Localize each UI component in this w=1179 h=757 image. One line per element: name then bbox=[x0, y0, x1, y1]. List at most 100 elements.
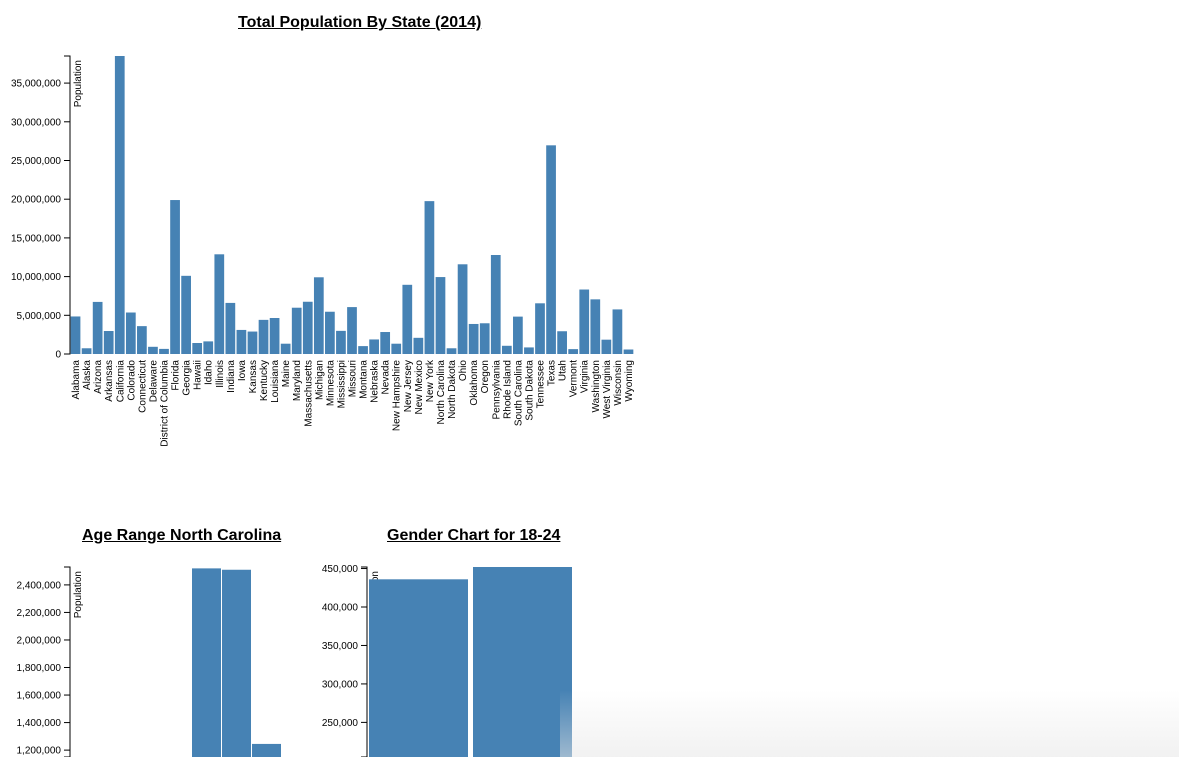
bar-florida bbox=[170, 200, 180, 354]
y-tick-label: 10,000,000 bbox=[11, 272, 61, 283]
bar-utah bbox=[557, 331, 567, 354]
x-tick-label: Wisconsin bbox=[613, 360, 624, 406]
bar-texas bbox=[546, 145, 556, 354]
x-tick-label: Maryland bbox=[292, 360, 303, 401]
y-tick-label: 1,800,000 bbox=[17, 663, 62, 674]
bar-pennsylvania bbox=[490, 255, 501, 354]
bar-virginia bbox=[579, 289, 590, 354]
bar-michigan bbox=[313, 277, 324, 354]
gender-bar bbox=[369, 579, 468, 757]
x-tick-label: New Jersey bbox=[403, 360, 414, 412]
bar-minnesota bbox=[325, 311, 335, 354]
bar-iowa bbox=[236, 329, 247, 354]
x-tick-label: New York bbox=[425, 359, 436, 402]
y-tick-label: 250,000 bbox=[322, 718, 359, 729]
x-tick-label: Montana bbox=[359, 360, 370, 399]
bar-hawaii bbox=[192, 343, 203, 354]
x-tick-label: Vermont bbox=[569, 360, 580, 397]
bar-connecticut bbox=[137, 326, 147, 354]
y-tick-label: 2,400,000 bbox=[17, 580, 62, 591]
x-tick-label: Pennsylvania bbox=[491, 360, 502, 420]
x-tick-label: Louisiana bbox=[270, 360, 281, 403]
y-tick-label: 35,000,000 bbox=[11, 79, 61, 90]
x-tick-label: Oregon bbox=[480, 360, 491, 393]
age-bar bbox=[222, 569, 251, 757]
y-axis-label: Population bbox=[73, 60, 84, 107]
x-tick-label: Georgia bbox=[182, 360, 193, 396]
y-tick-label: 20,000,000 bbox=[11, 195, 61, 206]
bar-washington bbox=[590, 299, 601, 354]
y-axis-label: Population bbox=[73, 571, 84, 618]
y-tick-label: 300,000 bbox=[322, 679, 359, 690]
bar-illinois bbox=[214, 254, 225, 354]
bar-nevada bbox=[380, 332, 391, 354]
bar-rhode-island bbox=[501, 345, 512, 354]
x-tick-label: Nebraska bbox=[370, 360, 381, 403]
x-tick-label: Texas bbox=[547, 360, 558, 386]
bar-kansas bbox=[247, 331, 258, 354]
chart-title-age-range: Age Range North Carolina bbox=[82, 527, 282, 544]
y-tick-label: 2,200,000 bbox=[17, 608, 62, 619]
bar-maryland bbox=[291, 307, 302, 354]
x-tick-label: Michigan bbox=[314, 360, 325, 400]
x-tick-label: Minnesota bbox=[325, 360, 336, 407]
x-tick-label: Colorado bbox=[126, 360, 137, 401]
bar-south-carolina bbox=[513, 316, 523, 354]
bar-indiana bbox=[225, 302, 236, 354]
y-tick-label: 25,000,000 bbox=[11, 156, 61, 167]
bar-wisconsin bbox=[612, 309, 623, 354]
x-tick-label: Massachusetts bbox=[303, 360, 314, 427]
x-tick-label: California bbox=[115, 360, 126, 403]
bar-new-jersey bbox=[402, 284, 413, 354]
x-tick-label: Hawaii bbox=[193, 360, 204, 390]
x-tick-label: Illinois bbox=[215, 360, 226, 388]
bar-south-dakota bbox=[524, 347, 534, 354]
bar-georgia bbox=[181, 275, 191, 354]
bar-ohio bbox=[457, 264, 468, 354]
bar-maine bbox=[280, 343, 291, 354]
bar-wyoming bbox=[623, 349, 634, 354]
x-tick-label: Oklahoma bbox=[469, 360, 480, 406]
bar-west-virginia bbox=[601, 339, 612, 354]
bar-north-dakota bbox=[446, 348, 457, 354]
x-tick-label: New Hampshire bbox=[392, 360, 403, 432]
y-tick-label: 0 bbox=[55, 350, 61, 361]
chart-title-gender: Gender Chart for 18-24 bbox=[387, 527, 561, 544]
x-tick-label: Missouri bbox=[348, 360, 359, 397]
y-tick-label: 1,200,000 bbox=[17, 746, 62, 757]
y-axis-label: tion bbox=[370, 571, 381, 587]
bar-arizona bbox=[92, 301, 103, 354]
x-tick-label: Iowa bbox=[237, 360, 248, 382]
bar-tennessee bbox=[535, 303, 545, 354]
x-tick-label: Kansas bbox=[248, 360, 259, 393]
x-tick-label: Indiana bbox=[226, 360, 237, 393]
population-chart: 0 5,000,000 10,000,000 15,000,000 20,000,000… bbox=[11, 55, 635, 447]
bar-louisiana bbox=[269, 318, 280, 354]
x-tick-label: Tennessee bbox=[536, 360, 547, 409]
x-tick-label: South Dakota bbox=[524, 360, 535, 421]
bar-delaware bbox=[148, 346, 158, 354]
y-tick-label: 400,000 bbox=[322, 603, 359, 614]
x-tick-label: Ohio bbox=[458, 360, 469, 382]
x-tick-label: Rhode Island bbox=[502, 360, 513, 419]
x-tick-label: Mississippi bbox=[336, 360, 347, 408]
bar-new-hampshire bbox=[391, 343, 402, 354]
x-tick-label: Kentucky bbox=[259, 360, 270, 401]
chart-title-population: Total Population By State (2014) bbox=[238, 14, 482, 31]
y-tick-label: 2,000,000 bbox=[17, 635, 62, 646]
x-tick-label: Nevada bbox=[381, 360, 392, 395]
x-tick-label: Wyoming bbox=[624, 360, 635, 402]
x-tick-label: Alaska bbox=[82, 360, 93, 390]
y-tick-label: 1,400,000 bbox=[17, 718, 62, 729]
bar-alabama bbox=[70, 316, 81, 354]
bar-massachusetts bbox=[302, 301, 313, 354]
x-tick-label: North Dakota bbox=[447, 360, 458, 419]
bar-alaska bbox=[81, 348, 92, 354]
bar-oklahoma bbox=[468, 323, 479, 354]
bar-arkansas bbox=[103, 331, 114, 354]
bar-kentucky bbox=[258, 319, 269, 354]
x-tick-label: District of Columbia bbox=[160, 360, 171, 447]
y-axis-line bbox=[361, 566, 368, 757]
x-tick-label: North Carolina bbox=[436, 360, 447, 425]
